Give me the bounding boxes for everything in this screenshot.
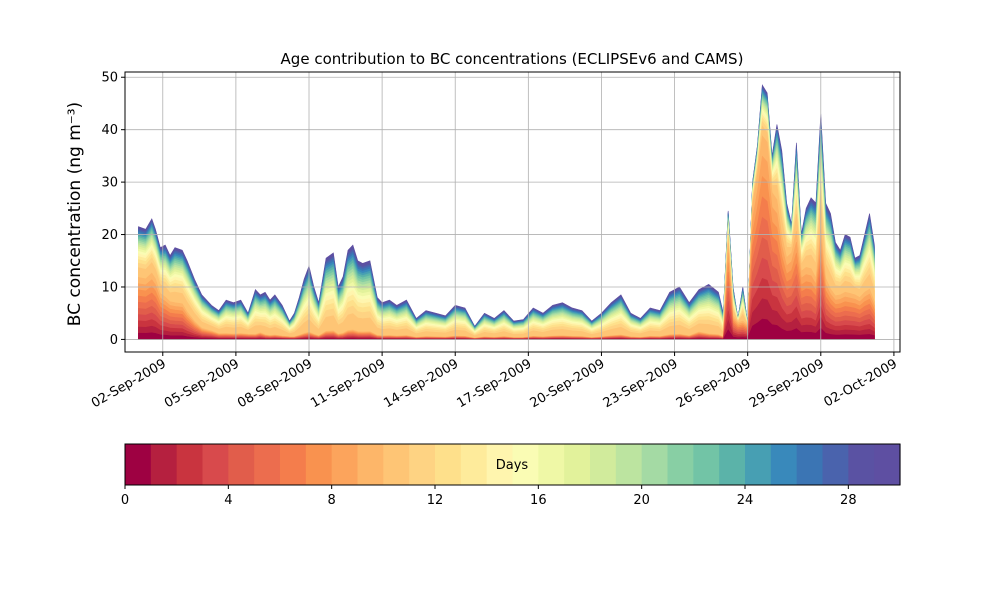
plot-frame: [124, 71, 901, 353]
y-tick-label: 0: [110, 333, 118, 348]
colorbar-label: Days: [496, 458, 529, 473]
y-axis-label: BC concentration (ng m⁻³): [65, 102, 85, 326]
colorbar-bin-12: [435, 444, 462, 485]
colorbar-bin-15: [512, 444, 539, 485]
colorbar-bin-26: [796, 444, 824, 485]
colorbar-bin-9: [357, 444, 384, 485]
stacked-age-areas: [138, 84, 875, 340]
colorbar-bin-5: [254, 444, 281, 485]
colorbar-bin-0: [125, 444, 152, 485]
colorbar-tick-label: 12: [427, 493, 444, 508]
colorbar-bin-29: [874, 444, 901, 485]
x-tick-label: 11-Sep-2009: [308, 356, 388, 411]
colorbar-bin-24: [745, 444, 772, 485]
colorbar-bin-19: [615, 444, 643, 485]
colorbar-tick-label: 0: [121, 493, 129, 508]
colorbar-tick-label: 8: [328, 493, 336, 508]
x-tick-label: 05-Sep-2009: [162, 356, 242, 411]
y-tick-label: 20: [101, 228, 118, 243]
colorbar-tick-label: 28: [840, 493, 857, 508]
colorbar-bin-28: [848, 444, 875, 485]
colorbar-bin-2: [176, 444, 204, 485]
colorbar-bin-27: [822, 444, 849, 485]
x-tick-label: 02-Oct-2009: [822, 356, 900, 410]
colorbar-bin-18: [590, 444, 617, 485]
x-tick-label: 20-Sep-2009: [528, 356, 608, 411]
y-axis: 0 10 20 30 40 50: [101, 71, 125, 348]
colorbar-tick-label: 20: [633, 493, 650, 508]
colorbar-tick-label: 16: [530, 493, 547, 508]
colorbar-bin-10: [383, 444, 410, 485]
colorbar-bin-17: [564, 444, 591, 485]
colorbar-tick-label: 4: [224, 493, 232, 508]
colorbar-bin-7: [305, 444, 333, 485]
y-tick-label: 30: [101, 176, 118, 191]
y-tick-label: 50: [101, 71, 118, 86]
x-axis: 02-Sep-200905-Sep-200908-Sep-200911-Sep-…: [89, 352, 900, 411]
x-tick-label: 02-Sep-2009: [89, 356, 169, 411]
colorbar-bin-6: [280, 444, 307, 485]
colorbar-tick-label: 24: [737, 493, 754, 508]
colorbar-bin-20: [641, 444, 669, 485]
colorbar-bin-22: [693, 444, 720, 485]
colorbar-bin-8: [331, 444, 359, 485]
colorbar-bin-14: [486, 444, 514, 485]
colorbar-bin-23: [719, 444, 746, 485]
colorbar-bin-4: [228, 444, 255, 485]
colorbar: [124, 443, 901, 486]
colorbar-bin-21: [667, 444, 694, 485]
colorbar-bin-25: [770, 444, 798, 485]
colorbar-bin-16: [538, 444, 565, 485]
x-tick-label: 08-Sep-2009: [235, 356, 315, 411]
y-tick-label: 10: [101, 280, 118, 295]
x-tick-label: 23-Sep-2009: [601, 356, 681, 411]
x-tick-label: 14-Sep-2009: [381, 356, 461, 411]
chart-title: Age contribution to BC concentrations (E…: [281, 50, 744, 68]
colorbar-bin-11: [409, 444, 436, 485]
colorbar-ticks: 0 4 8 12 16 20 24 28: [121, 485, 857, 508]
x-tick-label: 29-Sep-2009: [747, 356, 827, 411]
colorbar-bin-13: [460, 444, 488, 485]
x-tick-label: 26-Sep-2009: [674, 356, 754, 411]
colorbar-frame: [124, 443, 901, 486]
colorbar-bin-1: [150, 444, 178, 485]
grid-lines: [125, 72, 900, 352]
colorbar-bin-3: [202, 444, 229, 485]
y-tick-label: 40: [101, 123, 118, 138]
plot-area: 0 10 20 30 40 50 02-Sep-200905-Sep-200908-Sep…: [89, 71, 901, 411]
x-tick-label: 17-Sep-2009: [455, 356, 535, 411]
